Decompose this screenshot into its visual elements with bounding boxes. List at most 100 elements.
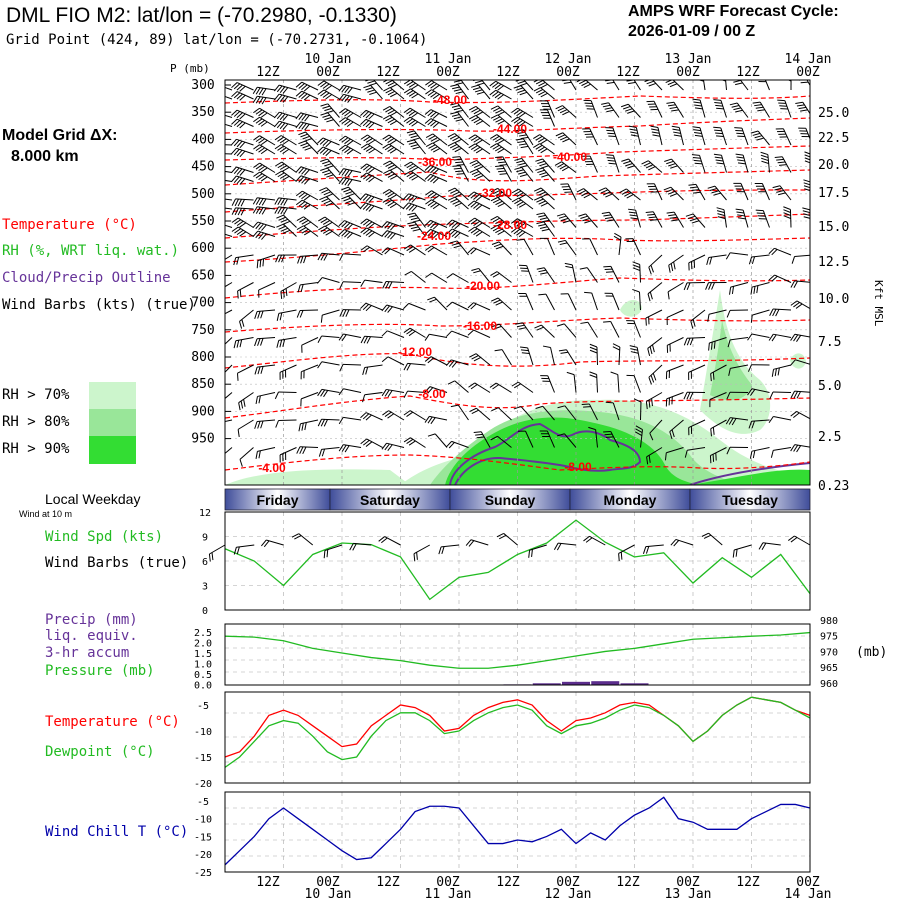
- barb-feather: [726, 447, 731, 455]
- wind-barb: [755, 209, 770, 228]
- wind-barb: [225, 282, 233, 293]
- barb-shaft: [710, 447, 727, 457]
- barb-feather: [345, 190, 353, 195]
- barb-feather: [298, 140, 306, 145]
- barb-feather: [583, 83, 591, 89]
- temp-contour-label: -28.00: [493, 218, 527, 232]
- barb-feather: [475, 148, 483, 154]
- barb-feather: [498, 161, 506, 164]
- barb-feather: [451, 222, 458, 228]
- barb-feather: [494, 137, 502, 143]
- wind-barb: [598, 187, 620, 201]
- wind-barb: [718, 80, 727, 91]
- surface-wind-barb: [528, 544, 547, 558]
- wind-barb: [519, 264, 534, 283]
- barb-shaft: [564, 405, 577, 421]
- barb-feather: [731, 418, 737, 426]
- barb-feather: [709, 187, 718, 192]
- wind-barb: [467, 200, 491, 211]
- surface-wind-barb: [465, 539, 489, 547]
- barb-feather: [346, 223, 354, 230]
- barb-feather: [563, 81, 572, 84]
- barb-feather: [791, 256, 796, 264]
- barb-feather: [803, 179, 810, 183]
- barb-feather: [339, 364, 344, 372]
- wind-barb: [338, 333, 362, 342]
- barb-feather: [325, 94, 333, 100]
- barb-feather: [649, 291, 653, 300]
- barb-feather: [360, 119, 367, 125]
- barb-feather: [446, 301, 453, 308]
- wind-barb: [300, 364, 319, 380]
- wind-barb: [425, 199, 448, 210]
- barb-feather: [771, 369, 775, 377]
- barb-feather: [406, 118, 413, 124]
- wind-barb: [295, 175, 319, 185]
- barb-shaft: [478, 268, 491, 283]
- barb-feather: [747, 333, 753, 341]
- barb-feather: [752, 101, 761, 104]
- barb-feather: [497, 202, 505, 208]
- barb-feather: [276, 223, 284, 228]
- barb-feather: [737, 214, 745, 217]
- wind-barb: [403, 193, 426, 203]
- barb-feather: [255, 136, 263, 143]
- temp-contour-label: -44.00: [493, 122, 527, 136]
- barb-feather: [339, 281, 344, 289]
- wind-barb: [603, 430, 620, 448]
- surface-wind-barb: [701, 532, 723, 546]
- barb-feather: [490, 271, 498, 276]
- barb-feather: [236, 84, 243, 91]
- barb-feather: [519, 91, 528, 96]
- barb-feather: [452, 136, 460, 142]
- barb-feather: [536, 189, 544, 194]
- barb-shaft: [451, 228, 469, 237]
- barb-feather: [667, 291, 670, 300]
- wind-barb: [360, 118, 383, 129]
- barb-shaft: [566, 80, 577, 91]
- rh90-region-right: [690, 469, 810, 485]
- barb-feather: [410, 226, 419, 230]
- barb-feather: [540, 202, 549, 207]
- barb-feather: [346, 112, 354, 119]
- barb-feather: [468, 134, 476, 140]
- barb-shaft: [762, 542, 781, 546]
- barb-feather: [790, 280, 796, 288]
- barb-feather: [581, 403, 590, 405]
- barb-feather: [405, 203, 412, 210]
- wind-barb: [726, 391, 749, 400]
- temperature-panel-frame: [224, 691, 811, 784]
- barb-feather: [473, 194, 480, 200]
- barb-feather: [218, 123, 223, 131]
- barb-feather: [240, 199, 245, 207]
- barb-feather: [301, 84, 308, 91]
- wind-barb: [403, 88, 426, 100]
- barb-feather: [446, 273, 454, 279]
- wind-barb: [276, 337, 297, 348]
- barb-feather: [261, 224, 267, 231]
- barb-feather: [408, 132, 417, 136]
- barb-feather: [518, 143, 527, 146]
- barb-shaft: [457, 80, 469, 91]
- barb-feather: [320, 112, 328, 116]
- barb-feather: [685, 213, 694, 217]
- barb-feather: [403, 116, 411, 123]
- wind-barb: [425, 133, 448, 146]
- barb-feather: [493, 189, 501, 195]
- wind-barb: [238, 392, 254, 411]
- barb-feather: [387, 192, 395, 198]
- barb-feather: [403, 303, 410, 310]
- wind-barb: [758, 80, 770, 91]
- barb-feather: [518, 121, 526, 127]
- barb-feather: [230, 175, 237, 183]
- wind-barb: [535, 167, 555, 182]
- barb-feather: [518, 171, 526, 175]
- barb-feather: [626, 194, 634, 199]
- wind-barb: [445, 359, 469, 368]
- barb-shaft: [541, 324, 555, 338]
- barb-feather: [273, 111, 280, 119]
- wind-barb: [382, 106, 405, 118]
- barb-feather: [668, 265, 671, 273]
- wind-barb: [274, 206, 297, 215]
- barb-shaft: [237, 364, 254, 374]
